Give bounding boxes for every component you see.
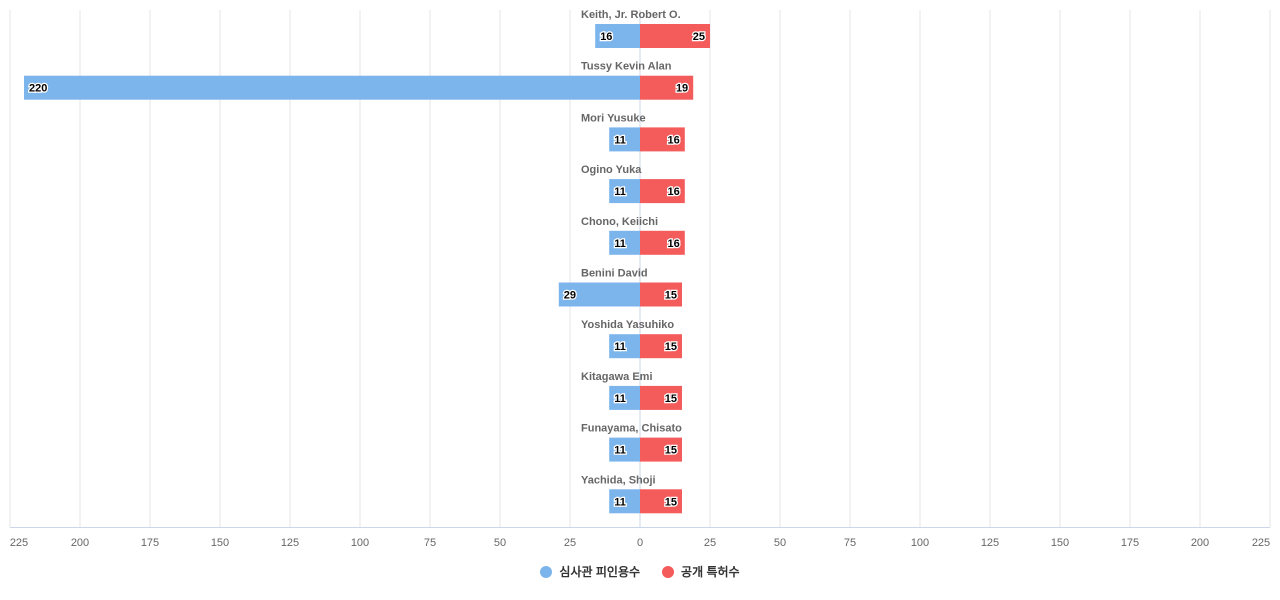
tick-label: 100 <box>351 537 369 549</box>
tick-label: 125 <box>981 537 999 549</box>
data-label: 19 <box>676 83 688 95</box>
tick-label: 100 <box>911 537 929 549</box>
data-label: 15 <box>665 290 677 302</box>
bar <box>640 489 682 514</box>
tick-label: 175 <box>141 537 159 549</box>
legend-item-patents[interactable]: 공개 특허수 <box>662 563 740 580</box>
bar <box>640 127 685 152</box>
tick-label: 175 <box>1121 537 1139 549</box>
tick-label: 150 <box>1051 537 1069 549</box>
bar <box>640 437 682 462</box>
bar <box>609 179 640 204</box>
data-label: 11 <box>614 496 626 508</box>
tick-label: 225 <box>10 537 28 549</box>
category-label: Yachida, Shoji <box>581 474 656 486</box>
category-label: Ogino Yuka <box>581 164 642 176</box>
category-label: Keith, Jr. Robert O. <box>581 9 681 21</box>
chart: 225 200 175 150 125 100 75 50 25 0 25 50 75 100 125 150… <box>9 9 1271 549</box>
data-label: 15 <box>665 341 677 353</box>
data-label: 11 <box>614 186 626 198</box>
bar <box>640 334 682 359</box>
bar <box>609 437 640 462</box>
bar <box>609 127 640 152</box>
bar <box>595 24 640 48</box>
tick-label: 50 <box>494 537 506 549</box>
data-label: 25 <box>693 31 705 43</box>
tick-label: 125 <box>281 537 299 549</box>
category-label: Benini David <box>581 268 648 280</box>
tick-label: 200 <box>71 537 89 549</box>
legend: 심사관 피인용수 공개 특허수 <box>0 563 1280 580</box>
category-label: Kitagawa Emi <box>581 371 653 383</box>
data-label: 16 <box>600 31 612 43</box>
bar <box>609 230 640 255</box>
tick-label: 0 <box>637 537 643 549</box>
bar <box>609 334 640 359</box>
data-label: 220 <box>29 83 47 95</box>
data-label: 11 <box>614 341 626 353</box>
bar <box>640 75 694 100</box>
bar <box>24 75 640 100</box>
tick-label: 25 <box>704 537 716 549</box>
data-label: 15 <box>665 445 677 457</box>
data-label: 15 <box>665 393 677 405</box>
legend-item-citations[interactable]: 심사관 피인용수 <box>540 563 640 580</box>
data-label: 16 <box>668 134 680 146</box>
data-label: 11 <box>614 445 626 457</box>
category-label: Tussy Kevin Alan <box>581 61 672 73</box>
bar <box>609 489 640 514</box>
bar <box>558 282 640 307</box>
legend-label: 공개 특허수 <box>681 565 740 579</box>
category-label: Yoshida Yasuhiko <box>581 319 674 331</box>
bar <box>640 24 710 48</box>
data-label: 16 <box>668 238 680 250</box>
tick-label: 150 <box>211 537 229 549</box>
bar <box>640 282 682 307</box>
category-label: Mori Yusuke <box>581 112 646 124</box>
tick-label: 200 <box>1191 537 1209 549</box>
bar <box>640 385 682 410</box>
bar <box>609 385 640 410</box>
tick-label: 25 <box>564 537 576 549</box>
legend-label: 심사관 피인용수 <box>559 565 641 579</box>
legend-dot-icon <box>662 565 675 578</box>
tick-label: 75 <box>844 537 856 549</box>
data-label: 11 <box>614 134 626 146</box>
data-label: 29 <box>564 290 576 302</box>
tick-label: 75 <box>424 537 436 549</box>
data-label: 11 <box>614 393 626 405</box>
bar <box>640 230 685 255</box>
category-label: Funayama, Chisato <box>581 423 682 435</box>
data-label: 11 <box>614 238 626 250</box>
data-label: 15 <box>665 496 677 508</box>
data-label: 16 <box>668 186 680 198</box>
legend-dot-icon <box>540 565 553 578</box>
tick-label: 225 <box>1252 537 1270 549</box>
bar <box>640 179 685 204</box>
category-label: Chono, Keiichi <box>581 216 658 228</box>
tick-label: 50 <box>774 537 786 549</box>
